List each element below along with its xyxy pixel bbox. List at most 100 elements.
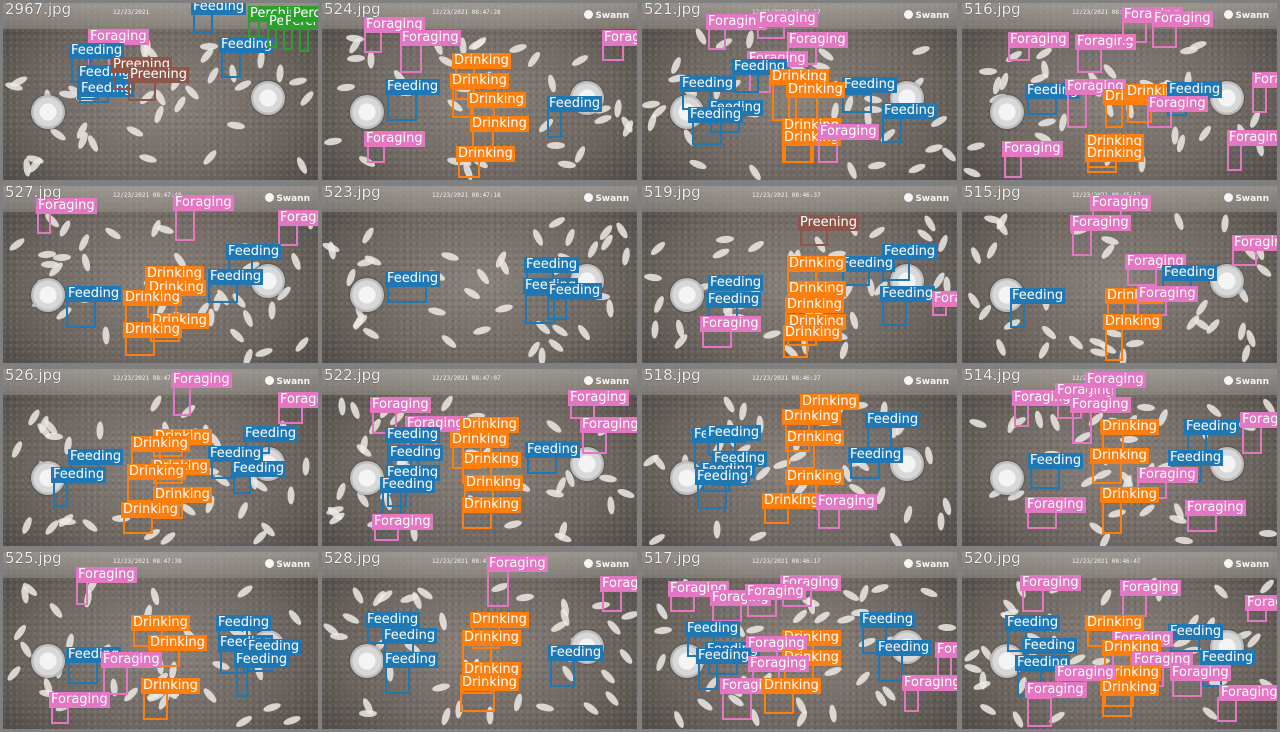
logo-icon [1224,193,1234,202]
bird [937,512,945,531]
logo-text: Swann [915,560,949,570]
detection-label: Drinking [783,325,842,341]
logo-text: Swann [1235,377,1269,387]
logo-icon [904,376,914,385]
detection-label: Foraging [787,32,848,48]
feeder [31,278,65,312]
detection-label: Foraging [600,576,637,592]
detection-box [487,567,509,607]
detection-label: Feeding [243,426,299,442]
detection-box [1105,326,1123,361]
detection-label: Feeding [385,271,441,287]
detection-label: Feeding [848,447,904,463]
detection-label: Feeding [706,425,762,441]
detection-label: Feeding [216,615,272,631]
detection-label: Drinking [762,678,821,694]
logo-icon [265,376,275,385]
camera-logo: Swann [584,10,629,21]
camera-logo: Swann [584,376,629,387]
image-tile: 12/23/2021 08:45:46SwannForagingForaging… [962,369,1277,546]
detection-label: Foraging [370,397,431,413]
detection-label: Drinking [153,487,212,503]
timestamp: 12/23/2021 08:46:37 [752,192,821,199]
detection-label: Drinking [460,417,519,433]
feeder [31,95,65,129]
file-name: 527.jpg [5,186,62,201]
timestamp: 12/23/2021 08:47:58 [432,558,501,565]
detection-box [842,93,872,113]
bird [112,515,130,522]
detection-label: Foraging [757,11,818,27]
image-tile: 12/23/2021 08:46:37 Swann Preening Feeding F… [642,186,957,363]
detection-label: Drinking [456,146,515,162]
detection-label: Drinking [785,469,844,485]
detection-label: Foraging [1055,665,1116,681]
file-name: 517.jpg [644,552,701,567]
detection-box [1242,424,1262,454]
detection-label: Drinking [123,322,182,338]
detection-label: Feeding [226,244,282,260]
detection-box [1227,143,1242,171]
timestamp: 12/23/2021 08:46:17 [752,558,821,565]
detection-box [76,580,88,605]
image-tile: 12/23/2021 08:46:57SwannForagingForaging… [642,3,957,180]
detection-box [1102,499,1122,534]
detection-label: Foraging [932,291,957,307]
detection-label: Feeding [219,37,275,53]
detection-label: Feeding [860,612,916,628]
detection-box [208,283,238,303]
detection-label: Foraging [76,567,137,583]
camera-logo: Swann [904,559,949,570]
logo-text: Swann [1235,194,1269,204]
detection-label: Drinking [131,436,190,452]
image-tile: 12/23/2021 08:47:18 Swann Feeding Feeding Fe… [322,186,637,363]
detection-label: Preening [128,67,190,83]
detection-label: Foraging [278,210,318,226]
timestamp: 12/23/2021 08:46:07 [1072,9,1141,16]
feeder [350,461,384,495]
detection-label: Feeding [1022,638,1078,654]
detection-label: Feeding [680,76,736,92]
detection-box [722,690,752,720]
logo-icon [584,10,594,19]
detection-label: Feeding [1162,265,1218,281]
detection-label: Feeding [246,639,302,655]
file-name: 514.jpg [964,369,1021,384]
detection-label: Drinking [145,266,204,282]
detection-label: Drinking [1090,448,1149,464]
detection-label: Foraging [101,652,162,668]
detection-label: Feeding [547,96,603,112]
detection-label: Foraging [1132,652,1193,668]
detection-label: Drinking [467,92,526,108]
detection-label: Foraging [816,494,877,510]
detection-label: Drinking [1103,314,1162,330]
detection-label: Foraging [745,584,806,600]
detection-label: Drinking [141,678,200,694]
detection-label: Foraging [400,30,461,46]
detection-label: Feeding [708,275,764,291]
detection-label: Foraging [1025,497,1086,513]
camera-logo: Swann [1224,193,1269,204]
detection-label: Foraging [1020,575,1081,591]
feeder [350,95,384,129]
logo-text: Swann [1235,560,1269,570]
bird [538,347,546,363]
detection-label: Foraging [1025,682,1086,698]
logo-text: Swann [276,194,310,204]
detection-label: Foraging [1185,500,1246,516]
detection-label: Foraging [902,675,957,691]
detection-box [175,206,195,241]
detection-label: Foraging [700,316,761,332]
logo-text: Swann [915,194,949,204]
detection-label: Foraging [1227,130,1277,146]
file-name: 526.jpg [5,369,62,384]
detection-box [525,294,555,324]
detection-label: Feeding [1168,624,1224,640]
detection-label: Feeding [1005,615,1061,631]
logo-icon [904,10,914,19]
detection-label: Foraging [580,417,637,433]
file-name: 520.jpg [964,552,1021,567]
bird [713,520,721,539]
detection-label: Perching [291,6,318,22]
